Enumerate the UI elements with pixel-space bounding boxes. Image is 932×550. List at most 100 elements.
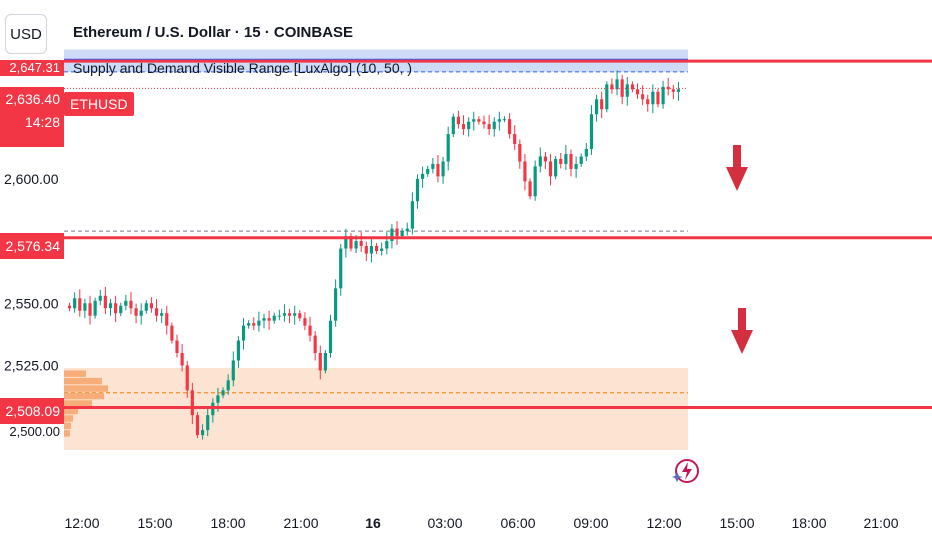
x-tick-label: 18:00 — [791, 515, 826, 531]
candle-body — [124, 300, 128, 306]
indicator-label[interactable]: Supply and Demand Visible Range [LuxAlgo… — [73, 60, 413, 76]
candle-body — [410, 201, 414, 229]
candle-body — [538, 156, 542, 167]
candle-body — [334, 288, 338, 321]
candle-body — [154, 308, 159, 316]
candle-body — [103, 295, 107, 309]
candle-body — [98, 295, 102, 301]
candle-body — [441, 161, 445, 177]
candle-body — [446, 134, 450, 162]
candle-body — [615, 79, 619, 90]
candle-body — [165, 313, 169, 326]
candle-body — [533, 166, 537, 197]
candle-body — [241, 325, 246, 341]
x-tick-label: 21:00 — [863, 515, 898, 531]
chart-title: Ethereum / U.S. Dollar · 15 · COINBASE — [73, 24, 354, 41]
candle-body — [467, 121, 471, 130]
candle-body — [114, 303, 118, 314]
currency-label: USD — [10, 25, 42, 43]
candle-body — [579, 156, 583, 164]
down-arrow-icon — [726, 145, 748, 191]
candle-body — [108, 303, 113, 309]
candle-body — [303, 318, 307, 326]
x-tick-label: 12:00 — [646, 515, 681, 531]
candle-body — [426, 168, 430, 174]
candle-body — [431, 163, 435, 169]
x-tick-label: 15:00 — [137, 515, 172, 531]
candle-body — [252, 323, 256, 326]
candle-body — [554, 158, 558, 177]
candle-body — [564, 153, 568, 164]
countdown-value: 14:28 — [24, 114, 60, 130]
candle-body — [83, 303, 87, 311]
candle-body — [231, 360, 235, 381]
candle-body — [318, 353, 322, 371]
candle-body — [559, 158, 563, 164]
x-tick-label: 16 — [365, 515, 381, 531]
candle-body — [395, 228, 399, 237]
candle-body — [589, 114, 594, 150]
candle-body — [328, 320, 333, 354]
candle-body — [359, 241, 363, 247]
candle-body — [134, 308, 138, 316]
candle-body — [221, 390, 225, 396]
candle-body — [354, 241, 358, 249]
candle-body — [282, 313, 287, 316]
candle-body — [641, 94, 645, 100]
price-tag-top: 2,647.31 — [0, 60, 64, 76]
candle-body — [180, 353, 184, 366]
candle-body — [548, 161, 553, 177]
candle-body — [144, 303, 148, 311]
price-tag-low: 2,508.09 — [0, 398, 64, 424]
x-tick-label: 03:00 — [427, 515, 462, 531]
candle-body — [170, 325, 174, 341]
candle-body — [216, 395, 220, 403]
lightning-icon[interactable] — [672, 455, 700, 487]
candle-body — [339, 248, 343, 289]
volume-profile-bar — [64, 400, 92, 407]
price-tag-bottom: 2,500.00 — [0, 423, 64, 441]
candle-body — [272, 315, 276, 321]
candle-body — [528, 181, 532, 197]
candle-body — [415, 178, 420, 202]
candle-body — [93, 300, 97, 316]
x-tick-label: 15:00 — [719, 515, 754, 531]
candle-body — [472, 119, 476, 122]
candle-body — [73, 298, 77, 309]
candle-body — [88, 303, 92, 316]
candle-body — [600, 99, 604, 110]
candle-body — [508, 119, 512, 135]
volume-profile-bar — [64, 385, 108, 392]
candle-body — [482, 121, 486, 125]
candle-body — [646, 99, 650, 105]
candle-body — [374, 246, 379, 252]
candle-body — [344, 236, 348, 249]
candle-body — [175, 340, 179, 354]
candle-body — [656, 91, 660, 105]
candle-body — [226, 380, 230, 391]
candle-body — [605, 84, 609, 110]
currency-selector[interactable]: USD — [5, 14, 47, 54]
candle-body — [293, 313, 297, 316]
current-price-value: 2,636.40 — [5, 91, 61, 107]
candle-body — [139, 310, 143, 316]
candle-body — [313, 335, 317, 354]
candle-body — [477, 119, 481, 122]
candle-body — [129, 300, 133, 309]
candle-body — [400, 231, 404, 237]
candle-body — [436, 163, 440, 177]
candle-body — [584, 149, 588, 157]
y-tick-label: 2,600.00 — [4, 171, 59, 187]
candle-body — [369, 246, 374, 254]
x-tick-label: 18:00 — [210, 515, 245, 531]
candle-body — [308, 325, 312, 336]
x-tick-label: 21:00 — [283, 515, 318, 531]
symbol-badge: ETHUSD — [64, 92, 134, 116]
candle-body — [421, 173, 425, 179]
candle-body — [405, 228, 409, 232]
candle-body — [287, 313, 292, 316]
candle-body — [267, 318, 271, 321]
candle-body — [594, 99, 599, 115]
candle-body — [625, 84, 629, 97]
